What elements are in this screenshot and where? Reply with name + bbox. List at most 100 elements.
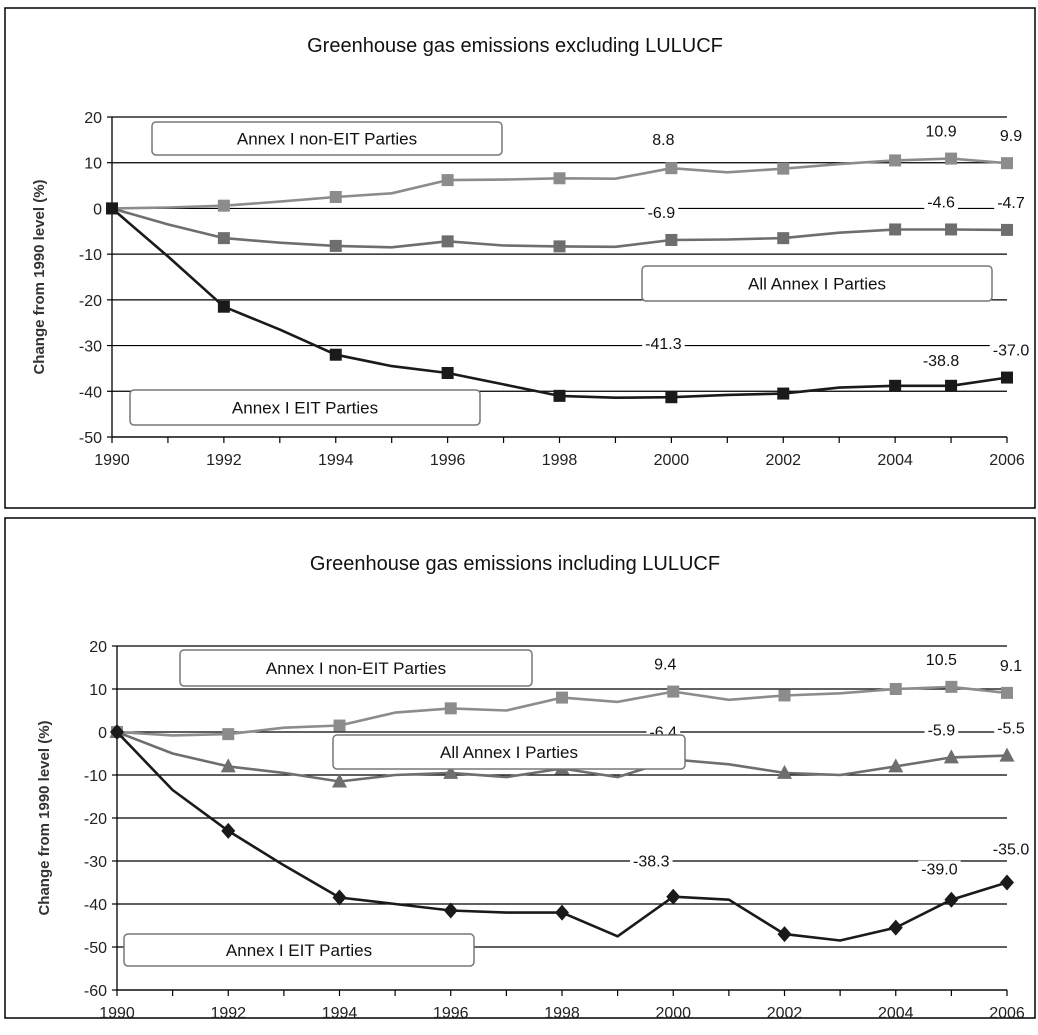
data-label-background	[922, 122, 960, 142]
data-label: 9.1	[1000, 658, 1022, 675]
data-label: -38.8	[923, 353, 960, 370]
legend-box-label: Annex I non-EIT Parties	[237, 130, 417, 149]
data-point-square	[1001, 157, 1013, 170]
data-label: 9.9	[1000, 128, 1022, 145]
y-tick-label: 20	[84, 110, 102, 127]
legend-box-label: All Annex I Parties	[748, 275, 886, 294]
x-tick-label: 1990	[99, 1005, 135, 1022]
legend-box-frame	[151, 121, 503, 156]
x-tick-label: 1996	[433, 1005, 469, 1022]
data-label: -4.6	[927, 194, 955, 211]
data-point-triangle	[999, 747, 1015, 762]
x-tick-label: 1992	[206, 452, 242, 469]
data-point-square	[553, 172, 566, 185]
data-point-square	[945, 680, 958, 693]
y-tick-label: -10	[79, 247, 102, 264]
data-point-square	[889, 223, 902, 236]
data-point-triangle	[777, 764, 792, 779]
x-tick-label: 1998	[544, 1005, 580, 1022]
x-tick-label: 1998	[542, 452, 578, 469]
data-label: -4.7	[997, 195, 1025, 212]
data-point-square	[556, 691, 568, 704]
x-tick-label: 1994	[318, 452, 354, 469]
data-point-square	[945, 152, 958, 165]
data-label-background	[630, 852, 673, 872]
y-tick-label: -20	[79, 293, 102, 310]
data-label: -39.0	[921, 862, 958, 879]
data-label-background	[642, 335, 685, 355]
data-label-background	[924, 193, 958, 213]
data-point-square	[217, 232, 230, 245]
series-1	[106, 152, 1013, 215]
data-label: 10.9	[925, 124, 956, 141]
data-point-square	[1001, 686, 1013, 699]
data-label-background	[644, 203, 679, 223]
data-point-square	[889, 154, 902, 167]
x-tick-label: 1990	[94, 452, 130, 469]
data-label: -38.3	[633, 854, 670, 871]
data-label-background	[989, 840, 1033, 860]
data-point-diamond	[443, 902, 458, 919]
x-tick-label: 1994	[322, 1005, 358, 1022]
data-point-square	[889, 379, 902, 392]
data-label-background	[918, 860, 961, 880]
chart-frame	[4, 7, 1036, 509]
data-point-square	[777, 232, 790, 245]
legend-box-1: Annex I non-EIT Parties	[179, 649, 533, 687]
legend-box-frame	[332, 734, 686, 770]
data-label-background	[924, 721, 959, 741]
y-tick-label: 10	[89, 682, 107, 699]
data-point-square	[217, 300, 230, 313]
y-tick-label: 10	[84, 156, 102, 173]
data-point-square	[665, 233, 678, 246]
legend-box-2: All Annex I Parties	[332, 734, 686, 770]
data-label: -37.0	[993, 343, 1030, 360]
data-label: 9.4	[654, 657, 676, 674]
data-point-square	[945, 379, 958, 392]
legend-box-frame	[641, 265, 993, 302]
chart-panel-1: Greenhouse gas emissions excluding LULUC…	[4, 7, 1036, 509]
legend-box-frame	[123, 933, 475, 967]
data-point-square	[333, 719, 346, 732]
legend-box-3: Annex I EIT Parties	[123, 933, 475, 967]
y-tick-label: 0	[98, 725, 107, 742]
y-tick-label: -50	[84, 940, 107, 957]
data-point-square	[667, 685, 680, 698]
series-3	[106, 202, 1013, 404]
legend-box-label: Annex I EIT Parties	[226, 941, 372, 960]
data-label: -6.9	[648, 205, 676, 222]
x-tick-label: 2002	[765, 452, 801, 469]
data-label: -5.5	[997, 721, 1025, 738]
data-label-background	[922, 650, 961, 670]
data-point-diamond	[666, 888, 681, 905]
y-tick-label: 20	[89, 639, 107, 656]
data-label-background	[989, 341, 1033, 361]
chart-title: Greenhouse gas emissions excluding LULUC…	[307, 35, 723, 57]
data-label-background	[651, 655, 680, 675]
data-label: -35.0	[993, 842, 1030, 859]
y-tick-label: -40	[84, 897, 107, 914]
data-point-triangle	[943, 749, 959, 764]
series-2	[106, 202, 1013, 253]
data-point-square	[217, 199, 230, 212]
data-point-triangle	[443, 764, 459, 779]
y-tick-label: -40	[79, 384, 102, 401]
data-point-square	[222, 728, 235, 741]
legend-box-3: Annex I EIT Parties	[129, 389, 481, 426]
data-point-diamond	[944, 891, 959, 908]
y-tick-label: -10	[84, 768, 107, 785]
data-label-background	[994, 193, 1028, 213]
data-point-square	[889, 683, 902, 695]
data-label: -5.9	[928, 722, 956, 739]
x-tick-label: 2006	[989, 1005, 1025, 1022]
data-point-square	[553, 240, 566, 253]
data-point-triangle	[888, 758, 904, 773]
data-point-square	[329, 191, 342, 203]
x-tick-label: 1992	[210, 1005, 246, 1022]
x-tick-label: 2006	[989, 452, 1025, 469]
data-point-diamond	[1000, 874, 1014, 891]
legend-box-frame	[179, 649, 533, 687]
data-point-square	[441, 235, 454, 248]
data-label-background	[996, 127, 1026, 147]
x-tick-label: 1996	[430, 452, 466, 469]
